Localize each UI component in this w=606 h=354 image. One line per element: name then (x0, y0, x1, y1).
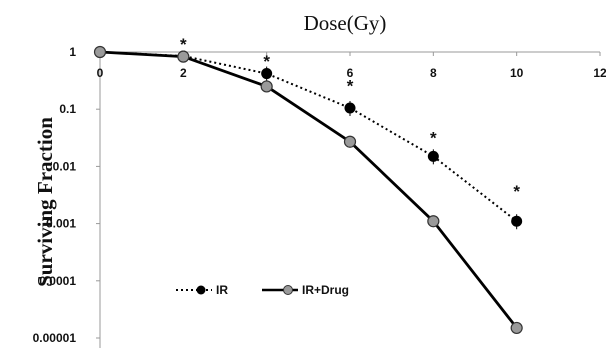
y-tick-label: 0.001 (46, 217, 76, 231)
x-axis-ticks: 024681012 (97, 52, 606, 80)
data-point (511, 215, 523, 227)
data-point (427, 215, 440, 228)
x-tick-label: 8 (430, 66, 437, 80)
y-tick-label: 0.1 (59, 102, 76, 116)
data-point (177, 50, 190, 63)
chart-title: Dose(Gy) (304, 11, 387, 35)
significance-star: * (263, 52, 270, 71)
y-tick-label: 1 (69, 45, 76, 59)
legend: IR IR+Drug (176, 283, 349, 297)
y-axis-ticks: 1 0.1 0.01 0.001 0.0001 0.00001 (33, 45, 100, 345)
legend-marker-drug (283, 285, 293, 295)
significance-star: * (347, 77, 354, 96)
legend-marker-ir (196, 285, 206, 295)
series-line-ir-drug (99, 50, 518, 329)
series-line-ir (99, 51, 518, 222)
x-tick-label: 0 (97, 66, 104, 80)
annotation-layer: * * * * * (180, 35, 520, 201)
y-tick-label: 0.01 (53, 159, 77, 173)
data-point (427, 150, 439, 162)
x-tick-label: 2 (180, 66, 187, 80)
x-tick-label: 6 (347, 66, 354, 80)
y-axis-label: Surviving Fraction (33, 117, 57, 287)
data-point (343, 135, 357, 148)
data-point (260, 80, 273, 93)
y-tick-label: 0.00001 (33, 331, 77, 345)
significance-star: * (513, 182, 520, 201)
x-tick-label: 10 (510, 66, 524, 80)
y-tick-label: 0.0001 (39, 274, 76, 288)
significance-star: * (430, 128, 437, 147)
legend-label-ir: IR (216, 283, 228, 297)
data-point (261, 68, 273, 80)
series-layer (93, 45, 523, 335)
legend-label-drug: IR+Drug (302, 283, 349, 297)
x-tick-label: 12 (593, 66, 606, 80)
data-point (510, 321, 523, 335)
significance-star: * (180, 35, 187, 54)
data-point (93, 45, 107, 59)
data-point (344, 102, 356, 114)
